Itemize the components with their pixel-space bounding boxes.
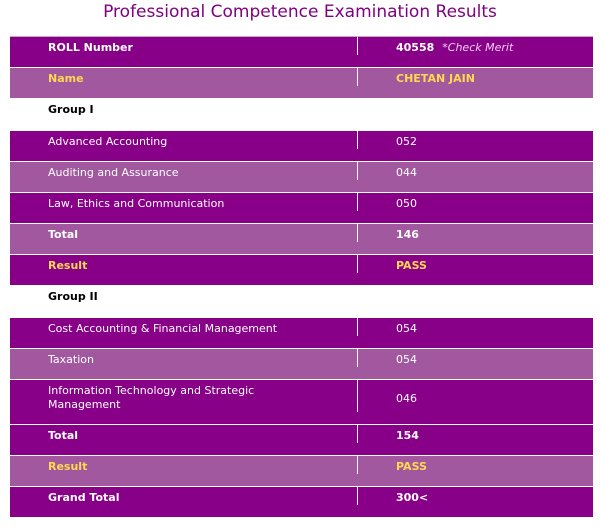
table-row: Law, Ethics and Communication 050 [10, 193, 593, 224]
subject-name: Advanced Accounting [10, 131, 358, 149]
total-label: Total [10, 425, 358, 443]
page-title: Professional Competence Examination Resu… [103, 2, 497, 22]
roll-number-value: 40558 [396, 41, 435, 54]
group-2-heading: Group II [48, 290, 98, 303]
group-2-heading-row: Group II [10, 286, 593, 318]
subject-marks: 046 [396, 392, 417, 405]
grand-total-value: 300< [396, 491, 429, 504]
name-row: Name CHETAN JAIN [10, 68, 593, 99]
group-2-result-row: Result PASS [10, 456, 593, 487]
table-row: Taxation 054 [10, 349, 593, 380]
roll-number-label: ROLL Number [10, 37, 358, 55]
subject-name: Cost Accounting & Financial Management [10, 318, 358, 336]
subject-marks: 054 [396, 353, 417, 366]
group-2-total-row: Total 154 [10, 425, 593, 456]
total-value: 146 [396, 228, 419, 241]
total-label: Total [10, 224, 358, 242]
total-value: 154 [396, 429, 419, 442]
result-label: Result [10, 456, 358, 474]
grand-total-row: Grand Total 300< [10, 487, 593, 518]
result-value: PASS [396, 460, 427, 473]
table-row: Auditing and Assurance 044 [10, 162, 593, 193]
roll-number-cell: 40558 *Check Merit [358, 37, 593, 55]
name-label: Name [10, 68, 358, 86]
subject-marks: 044 [396, 166, 417, 179]
result-label: Result [10, 255, 358, 273]
table-row: Advanced Accounting 052 [10, 131, 593, 162]
table-row: Cost Accounting & Financial Management 0… [10, 318, 593, 349]
table-row: Information Technology and Strategic Man… [10, 380, 593, 425]
subject-name: Law, Ethics and Communication [10, 193, 358, 211]
name-value: CHETAN JAIN [396, 72, 475, 85]
subject-marks: 050 [396, 197, 417, 210]
subject-name: Taxation [10, 349, 358, 367]
check-merit-note: *Check Merit [442, 41, 514, 54]
group-1-result-row: Result PASS [10, 255, 593, 286]
subject-name: Auditing and Assurance [10, 162, 358, 180]
group-1-total-row: Total 146 [10, 224, 593, 255]
grand-total-label: Grand Total [10, 487, 358, 505]
subject-marks: 052 [396, 135, 417, 148]
subject-name: Information Technology and Strategic Man… [10, 380, 358, 412]
result-value: PASS [396, 259, 427, 272]
group-1-heading: Group I [48, 103, 94, 116]
results-table: ROLL Number 40558 *Check Merit Name CHETA… [10, 36, 593, 518]
group-1-heading-row: Group I [10, 99, 593, 131]
roll-number-row: ROLL Number 40558 *Check Merit [10, 37, 593, 68]
subject-marks: 054 [396, 322, 417, 335]
